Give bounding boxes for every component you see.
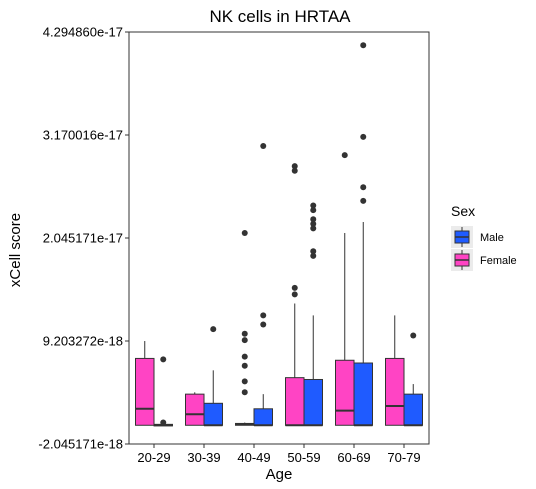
box xyxy=(303,378,323,426)
outlier-point xyxy=(310,216,317,223)
y-tick-label: 9.203272e-18 xyxy=(43,334,123,349)
plot-panel xyxy=(128,31,430,445)
x-tick-label: 40-49 xyxy=(237,450,270,465)
outlier-point xyxy=(310,220,317,227)
legend-label-male: Male xyxy=(480,232,504,244)
y-tick-label: 3.170016e-17 xyxy=(43,127,123,142)
y-tick-label: 4.294860e-17 xyxy=(43,25,123,40)
box xyxy=(285,377,305,426)
outlier-point xyxy=(241,353,248,360)
legend: Sex Male Female xyxy=(451,203,517,271)
outlier-point xyxy=(310,202,317,209)
outlier-point xyxy=(210,326,217,333)
y-tick-label: 2.045171e-17 xyxy=(43,231,123,246)
x-tick-label: 50-59 xyxy=(287,450,320,465)
outlier-point xyxy=(341,152,348,159)
outlier-point xyxy=(360,42,367,49)
outlier-point xyxy=(291,167,298,174)
outlier-point xyxy=(291,291,298,298)
y-axis: -2.045171e-18 9.203272e-18 2.045171e-17 3.1… xyxy=(38,25,129,452)
chart-title: NK cells in HRTAA xyxy=(209,7,351,26)
outlier-point xyxy=(310,248,317,255)
outlier-point xyxy=(360,133,367,140)
x-tick-label: 70-79 xyxy=(387,450,420,465)
box xyxy=(403,393,423,426)
outlier-point xyxy=(241,389,248,396)
outlier-point xyxy=(310,225,317,232)
outlier-point xyxy=(160,419,167,426)
legend-title: Sex xyxy=(451,203,475,219)
outlier-point xyxy=(241,337,248,344)
outlier-point xyxy=(291,163,298,170)
box xyxy=(203,402,223,426)
outlier-point xyxy=(241,229,248,236)
box xyxy=(353,362,373,426)
outlier-point xyxy=(360,197,367,204)
x-axis: 20-29 30-39 40-49 50-59 60-69 70-79 xyxy=(137,444,421,465)
outlier-point xyxy=(310,207,317,214)
legend-label-female: Female xyxy=(480,255,517,267)
outlier-point xyxy=(310,252,317,259)
y-axis-title: xCell score xyxy=(7,213,24,287)
x-tick-label: 60-69 xyxy=(337,450,370,465)
outlier-point xyxy=(260,321,267,328)
outlier-point xyxy=(260,142,267,149)
box xyxy=(335,359,355,426)
box xyxy=(385,357,405,426)
outlier-point xyxy=(160,356,167,363)
outlier-point xyxy=(360,184,367,191)
box xyxy=(135,357,155,426)
box xyxy=(253,408,273,426)
box-groups xyxy=(135,42,423,427)
outlier-point xyxy=(291,284,298,291)
x-tick-label: 30-39 xyxy=(187,450,220,465)
box xyxy=(185,393,205,426)
outlier-point xyxy=(410,332,417,339)
series-male xyxy=(153,42,423,427)
outlier-point xyxy=(241,378,248,385)
y-tick-label: -2.045171e-18 xyxy=(38,437,123,452)
outlier-point xyxy=(260,312,267,319)
x-tick-label: 20-29 xyxy=(137,450,170,465)
outlier-point xyxy=(241,330,248,337)
x-axis-title: Age xyxy=(266,466,293,483)
outlier-point xyxy=(241,362,248,369)
